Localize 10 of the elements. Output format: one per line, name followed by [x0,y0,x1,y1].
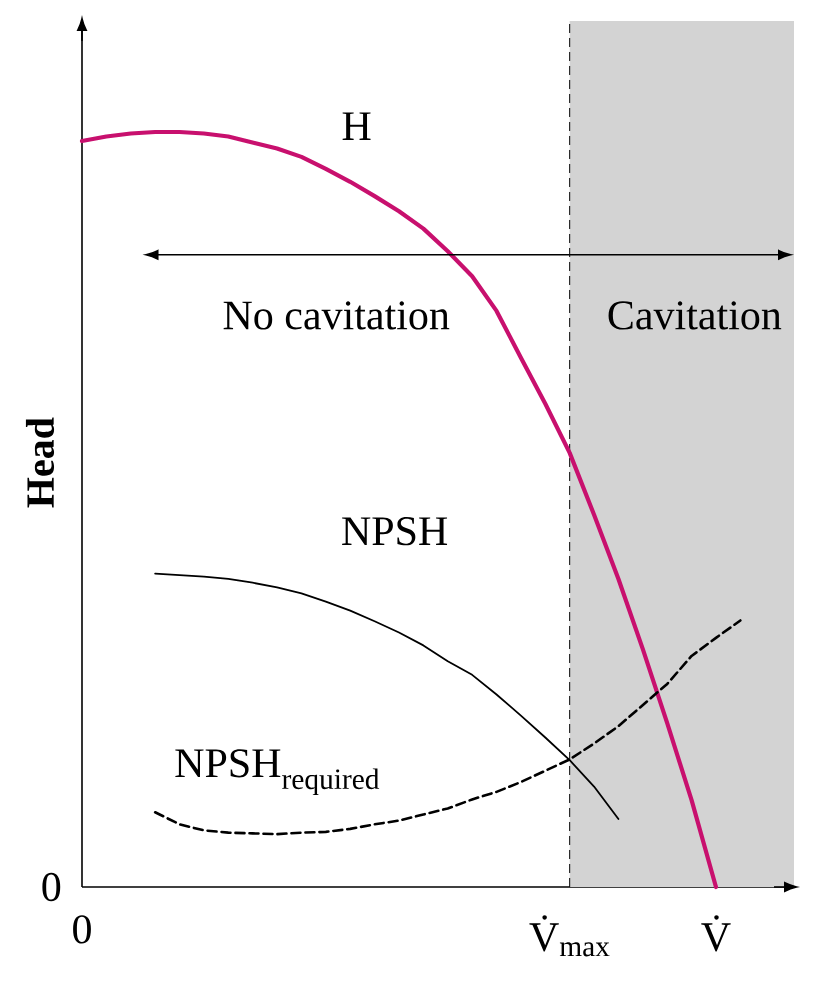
x-tick-label: 0 [73,915,91,944]
series-label: NPSH$_{required}$ [175,749,380,796]
x-tick-label: V̇ [701,915,731,952]
annotation: Cavitation [608,301,782,330]
series-label: H [342,112,371,140]
text: 0 [42,872,61,902]
y-axis-title: Head [25,417,55,508]
series-label: NPSH [342,517,448,546]
x-tick-label: V̇$_{max}$ [529,915,610,957]
annotation: No cavitation [223,301,450,330]
